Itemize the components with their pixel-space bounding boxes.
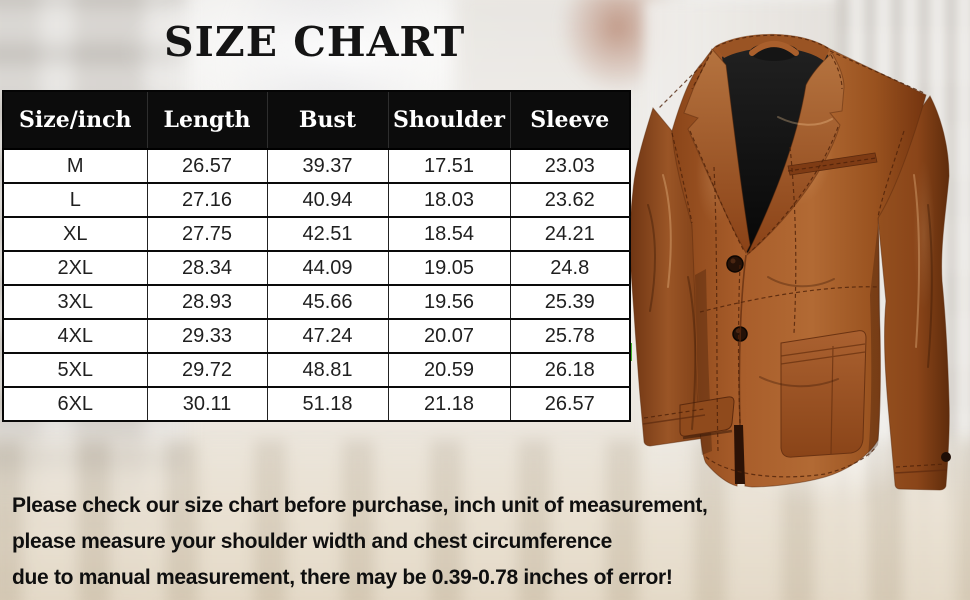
page-title: SIZE CHART xyxy=(164,18,466,66)
value-cell: 25.78 xyxy=(509,318,631,354)
note-line: due to manual measurement, there may be … xyxy=(12,566,673,589)
value-cell: 30.11 xyxy=(146,386,268,422)
value-cell: 42.51 xyxy=(266,216,389,252)
value-cell: 29.72 xyxy=(146,352,268,388)
table-row: XL 27.75 42.51 18.54 24.21 xyxy=(2,216,631,252)
table-row: 4XL 29.33 47.24 20.07 25.78 xyxy=(2,318,631,354)
value-cell: 44.09 xyxy=(266,250,389,286)
table-row: 6XL 30.11 51.18 21.18 26.57 xyxy=(2,386,631,422)
value-cell: 19.05 xyxy=(387,250,511,286)
table-row: M 26.57 39.37 17.51 23.03 xyxy=(2,148,631,184)
table-body: M 26.57 39.37 17.51 23.03 L 27.16 40.94 18.03 23.… xyxy=(2,148,631,422)
measurement-notes: Please check our size chart before purch… xyxy=(12,488,812,596)
value-cell: 29.33 xyxy=(146,318,268,354)
table-row: L 27.16 40.94 18.03 23.62 xyxy=(2,182,631,218)
value-cell: 45.66 xyxy=(266,284,389,320)
size-cell: 5XL xyxy=(2,352,148,388)
note-line: please measure your shoulder width and c… xyxy=(12,530,612,553)
column-header: Shoulder xyxy=(388,91,511,150)
column-header: Length xyxy=(147,91,268,150)
value-cell: 26.57 xyxy=(509,386,631,422)
value-cell: 20.59 xyxy=(387,352,511,388)
table-row: 2XL 28.34 44.09 19.05 24.8 xyxy=(2,250,631,286)
value-cell: 26.57 xyxy=(146,148,268,184)
value-cell: 26.18 xyxy=(509,352,631,388)
value-cell: 51.18 xyxy=(266,386,389,422)
value-cell: 18.03 xyxy=(387,182,511,218)
size-cell: M xyxy=(2,148,148,184)
value-cell: 27.75 xyxy=(146,216,268,252)
column-header: Sleeve xyxy=(510,91,631,150)
jacket-photo xyxy=(629,33,951,491)
size-cell: 3XL xyxy=(2,284,148,320)
size-chart-table: Size/inch Length Bust Shoulder Sleeve M 26.57… xyxy=(2,90,631,422)
value-cell: 27.16 xyxy=(146,182,268,218)
sleeve-button xyxy=(941,452,951,462)
value-cell: 20.07 xyxy=(387,318,511,354)
table-row: 5XL 29.72 48.81 20.59 26.18 xyxy=(2,352,631,388)
table-row: 3XL 28.93 45.66 19.56 25.39 xyxy=(2,284,631,320)
value-cell: 21.18 xyxy=(387,386,511,422)
size-cell: XL xyxy=(2,216,148,252)
note-line: Please check our size chart before purch… xyxy=(12,494,708,517)
jacket-button-top xyxy=(726,255,744,273)
value-cell: 23.62 xyxy=(509,182,631,218)
value-cell: 19.56 xyxy=(387,284,511,320)
value-cell: 23.03 xyxy=(509,148,631,184)
column-header: Bust xyxy=(267,91,389,150)
value-cell: 47.24 xyxy=(266,318,389,354)
table-header-row: Size/inch Length Bust Shoulder Sleeve xyxy=(3,91,631,150)
size-cell: 4XL xyxy=(2,318,148,354)
value-cell: 48.81 xyxy=(266,352,389,388)
value-cell: 24.8 xyxy=(509,250,631,286)
value-cell: 17.51 xyxy=(387,148,511,184)
value-cell: 40.94 xyxy=(266,182,389,218)
size-cell: 6XL xyxy=(2,386,148,422)
size-cell: 2XL xyxy=(2,250,148,286)
column-header: Size/inch xyxy=(3,91,148,150)
size-cell: L xyxy=(2,182,148,218)
value-cell: 24.21 xyxy=(509,216,631,252)
value-cell: 28.93 xyxy=(146,284,268,320)
value-cell: 25.39 xyxy=(509,284,631,320)
value-cell: 28.34 xyxy=(146,250,268,286)
value-cell: 18.54 xyxy=(387,216,511,252)
value-cell: 39.37 xyxy=(266,148,389,184)
